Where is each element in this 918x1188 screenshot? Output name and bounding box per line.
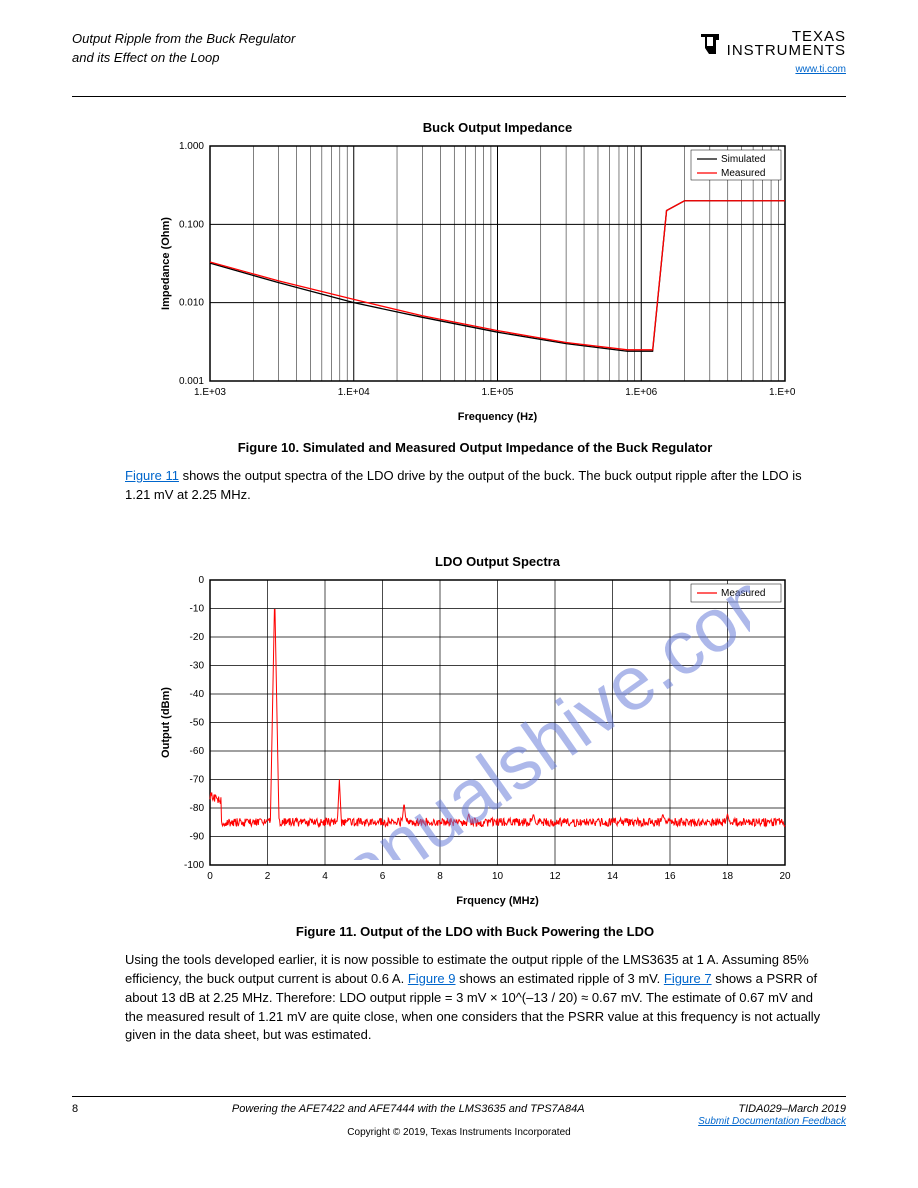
ti-logo: TEXAS INSTRUMENTS	[699, 30, 846, 59]
svg-text:14: 14	[607, 871, 619, 882]
submit-feedback-link[interactable]: Submit Documentation Feedback	[698, 1116, 846, 1127]
svg-text:-90: -90	[190, 832, 205, 843]
svg-text:8: 8	[437, 871, 443, 882]
svg-text:LDO Output Spectra: LDO Output Spectra	[435, 554, 561, 569]
figure-11-description: Using the tools developed earlier, it is…	[125, 951, 825, 1045]
header-title-line2: and its Effect on the Loop	[72, 49, 295, 68]
svg-text:0.001: 0.001	[179, 376, 204, 387]
svg-text:4: 4	[322, 871, 328, 882]
fig2-desc-2: shows an estimated ripple of 3 mV.	[456, 971, 664, 986]
logo-line2: INSTRUMENTS	[727, 44, 846, 58]
svg-text:Measured: Measured	[721, 588, 765, 599]
svg-text:0: 0	[198, 575, 204, 586]
page-header: Output Ripple from the Buck Regulator an…	[72, 30, 846, 90]
figure-10-desc-text: shows the output spectra of the LDO driv…	[125, 468, 802, 502]
svg-text:0: 0	[207, 871, 213, 882]
footer-copyright: Copyright © 2019, Texas Instruments Inco…	[72, 1127, 846, 1138]
svg-text:Buck Output Impedance: Buck Output Impedance	[423, 120, 573, 135]
svg-text:1.E+03: 1.E+03	[194, 387, 226, 398]
svg-text:1.E+06: 1.E+06	[625, 387, 657, 398]
figure-10-caption: Figure 10. Simulated and Measured Output…	[155, 440, 795, 455]
page-footer: 8 Powering the AFE7422 and AFE7444 with …	[72, 1096, 846, 1138]
header-title-line1: Output Ripple from the Buck Regulator	[72, 30, 295, 49]
svg-text:18: 18	[722, 871, 734, 882]
svg-text:Measured: Measured	[721, 168, 765, 179]
footer-doc: TIDA029–March 2019	[738, 1103, 846, 1115]
ti-logo-text: TEXAS INSTRUMENTS	[727, 30, 846, 59]
header-rule	[72, 96, 846, 97]
svg-text:-100: -100	[184, 860, 204, 871]
header-left: Output Ripple from the Buck Regulator an…	[72, 30, 295, 68]
svg-text:-20: -20	[190, 632, 205, 643]
svg-text:-30: -30	[190, 661, 205, 672]
svg-text:0.100: 0.100	[179, 219, 204, 230]
figure-9-link[interactable]: Figure 9	[408, 971, 456, 986]
footer-eval-link[interactable]: Submit Documentation Feedback	[72, 1116, 846, 1127]
svg-text:-10: -10	[190, 604, 205, 615]
svg-text:Output (dBm): Output (dBm)	[160, 687, 172, 758]
svg-text:-40: -40	[190, 689, 205, 700]
svg-text:-50: -50	[190, 718, 205, 729]
svg-text:20: 20	[779, 871, 791, 882]
svg-text:0.010: 0.010	[179, 298, 204, 309]
svg-text:Frequency (Hz): Frequency (Hz)	[458, 411, 538, 423]
svg-text:1.000: 1.000	[179, 141, 204, 152]
svg-text:-80: -80	[190, 803, 205, 814]
svg-text:10: 10	[492, 871, 504, 882]
svg-text:2: 2	[265, 871, 271, 882]
ti-logo-icon	[699, 32, 721, 56]
figure-11-caption: Figure 11. Output of the LDO with Buck P…	[155, 924, 795, 939]
svg-text:Frquency (MHz): Frquency (MHz)	[456, 895, 539, 907]
footer-rule	[72, 1096, 846, 1097]
site-link[interactable]: www.ti.com	[795, 64, 846, 75]
svg-text:Simulated: Simulated	[721, 154, 765, 165]
svg-text:1.E+04: 1.E+04	[338, 387, 370, 398]
figure-10-description: Figure 11 shows the output spectra of th…	[125, 467, 825, 505]
svg-text:1.E+07: 1.E+07	[769, 387, 795, 398]
svg-text:-60: -60	[190, 746, 205, 757]
fig2-desc-5: , but was estimated.	[256, 1027, 372, 1042]
figure-10-block: 1.E+03 1.E+04 1.E+05 1.E+06 1.E+07 0.001 0.010…	[155, 116, 795, 505]
chart-ldo-output-spectra: 02468101214161820-100-90-80-70-60-50-40-…	[155, 550, 795, 910]
svg-text:6: 6	[380, 871, 386, 882]
figure-11-link[interactable]: Figure 11	[125, 468, 179, 483]
footer-title: Powering the AFE7422 and AFE7444 with th…	[78, 1103, 738, 1115]
svg-text:16: 16	[664, 871, 676, 882]
figure-7-link[interactable]: Figure 7	[664, 971, 712, 986]
figure-11-block: 02468101214161820-100-90-80-70-60-50-40-…	[155, 550, 795, 1045]
svg-text:-70: -70	[190, 775, 205, 786]
header-right: TEXAS INSTRUMENTS www.ti.com	[699, 30, 846, 77]
svg-text:12: 12	[549, 871, 561, 882]
svg-text:Impedance (Ohm): Impedance (Ohm)	[160, 217, 172, 310]
svg-text:1.E+05: 1.E+05	[482, 387, 514, 398]
footer-row: 8 Powering the AFE7422 and AFE7444 with …	[72, 1103, 846, 1115]
chart-output-impedance: 1.E+03 1.E+04 1.E+05 1.E+06 1.E+07 0.001 0.010…	[155, 116, 795, 426]
